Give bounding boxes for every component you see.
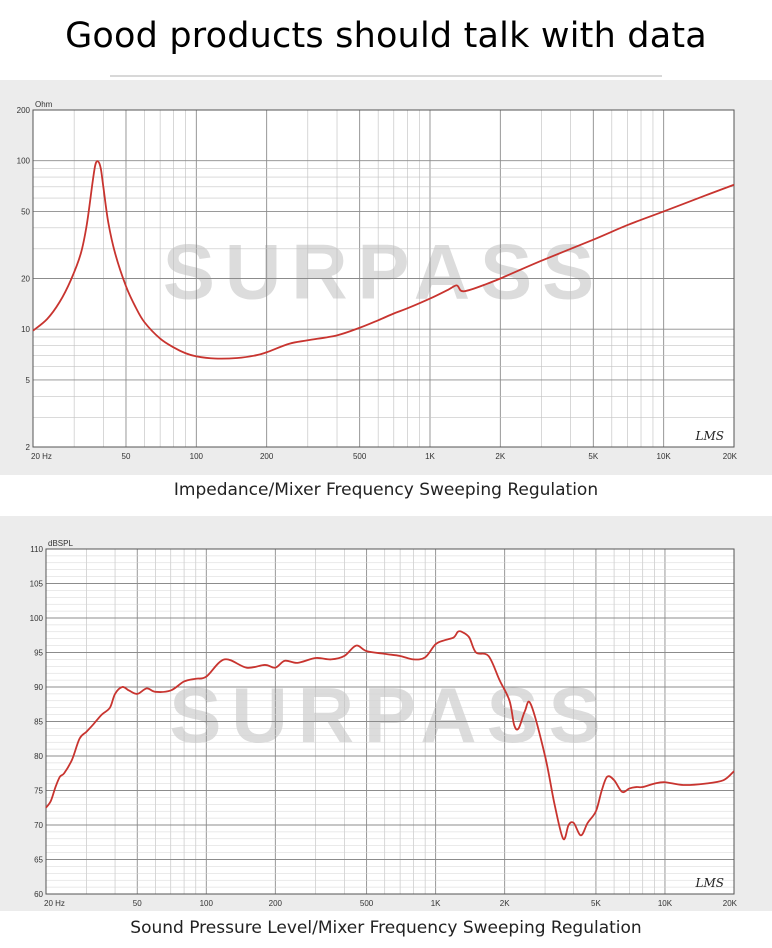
x-tick-label: 20K [723, 452, 738, 461]
headline-divider [110, 75, 662, 77]
impedance-chart: SURPASS 2 5 10 20 50 100 200 20 Hz 50 100 200 500 1K 2… [17, 100, 738, 461]
y-axis-unit-label: dBSPL [48, 539, 73, 548]
watermark-text: SURPASS [163, 228, 604, 316]
series-line-0 [45, 630, 735, 841]
x-tick-label: 2K [500, 899, 510, 908]
lms-brand-mark: LMS [695, 876, 724, 890]
y-gridlines [46, 555, 734, 888]
y-tick-label: 85 [34, 718, 43, 727]
x-tick-label: 500 [353, 452, 367, 461]
y-tick-label: 95 [34, 649, 43, 658]
spl-chart-caption: Sound Pressure Level/Mixer Frequency Swe… [130, 918, 642, 938]
x-tick-label: 20 Hz [44, 899, 65, 908]
y-tick-label: 100 [17, 157, 31, 166]
x-tick-label: 1K [431, 899, 441, 908]
x-tick-label: 10K [657, 452, 672, 461]
x-tick-label: 50 [133, 899, 142, 908]
impedance-chart-panel: SURPASS 2 5 10 20 50 100 200 20 Hz 50 100 200 500 1K 2… [0, 80, 772, 475]
y-tick-label: 20 [21, 275, 30, 284]
x-tick-label: 100 [190, 452, 204, 461]
y-tick-label: 5 [26, 376, 31, 385]
y-tick-label: 60 [34, 890, 43, 899]
y-gridlines [33, 160, 734, 418]
y-tick-label: 70 [34, 821, 43, 830]
y-tick-label: 2 [26, 443, 31, 452]
watermark-text: SURPASS [169, 671, 610, 759]
y-tick-label: 65 [34, 856, 43, 865]
spl-chart-panel: SURPASS 60 65 70 75 80 85 90 95 100 105 110 20 Hz 50 1… [0, 516, 772, 911]
y-tick-label: 100 [30, 614, 44, 623]
plot-border [32, 109, 735, 448]
x-tick-label: 5K [588, 452, 598, 461]
x-tick-label: 20 Hz [31, 452, 52, 461]
x-tick-label: 200 [269, 899, 283, 908]
y-tick-label: 110 [30, 545, 43, 554]
x-tick-label: 10K [658, 899, 673, 908]
y-tick-label: 50 [21, 207, 30, 216]
plot-border [45, 548, 735, 895]
y-tick-label: 80 [34, 752, 43, 761]
lms-brand-mark: LMS [695, 429, 724, 443]
x-tick-label: 20K [723, 899, 738, 908]
y-tick-label: 90 [34, 683, 43, 692]
x-tick-label: 500 [360, 899, 374, 908]
y-axis-unit-label: Ohm [35, 100, 53, 109]
x-tick-label: 100 [200, 899, 214, 908]
y-tick-label: 75 [34, 787, 43, 796]
page-headline: Good products should talk with data [65, 16, 707, 56]
spl-chart: SURPASS 60 65 70 75 80 85 90 95 100 105 110 20 Hz 50 1… [30, 539, 738, 908]
x-tick-label: 1K [425, 452, 435, 461]
series-line-0 [32, 160, 735, 360]
impedance-chart-caption: Impedance/Mixer Frequency Sweeping Regul… [173, 480, 599, 500]
x-tick-label: 50 [122, 452, 131, 461]
y-tick-label: 10 [21, 325, 30, 334]
x-tick-label: 2K [495, 452, 505, 461]
y-tick-label: 105 [30, 580, 44, 589]
x-tick-label: 200 [260, 452, 274, 461]
x-tick-label: 5K [591, 899, 601, 908]
y-tick-label: 200 [17, 106, 31, 115]
